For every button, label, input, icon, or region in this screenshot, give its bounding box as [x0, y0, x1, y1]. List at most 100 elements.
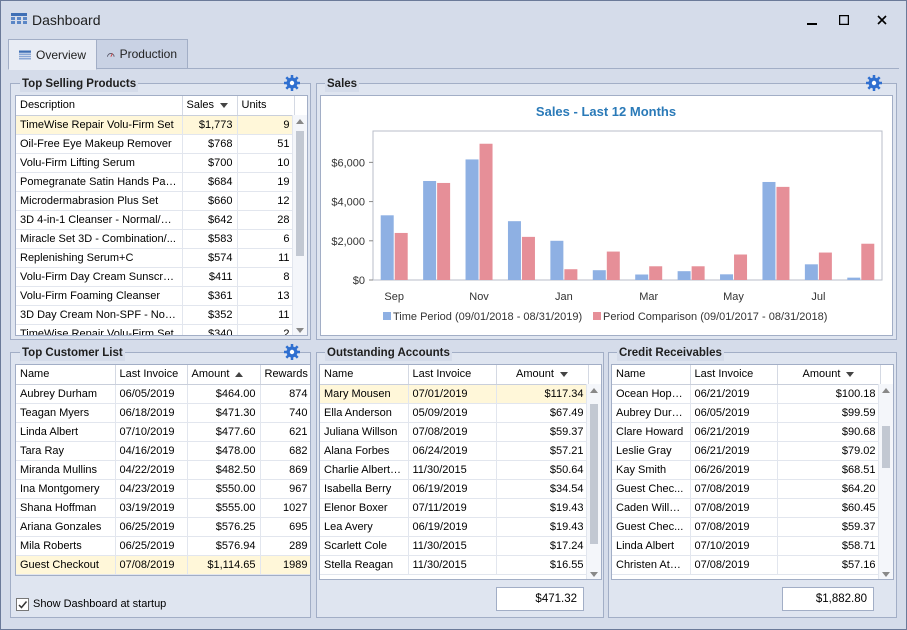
gear-icon[interactable] [866, 75, 882, 91]
top-selling-grid[interactable]: Description Sales Units TimeWise Repair … [15, 95, 308, 336]
table-cell: 869 [260, 460, 310, 480]
table-row[interactable]: Aubrey Durham 06/05/2019 $464.00 874 [16, 384, 310, 404]
scroll-down-icon[interactable] [296, 328, 304, 333]
table-row[interactable]: Juliana Willson 07/08/2019 $59.37 [320, 422, 589, 442]
table-row[interactable]: Linda Albert 07/10/2019 $477.60 621 [16, 422, 310, 442]
bar-period-comparison [691, 266, 705, 280]
col-sales[interactable]: Sales [182, 96, 238, 116]
table-row[interactable]: Ariana Gonzales 06/25/2019 $576.25 695 [16, 517, 310, 537]
table-cell: 3D Day Cream Non-SPF - Norm... [16, 305, 183, 325]
table-row[interactable]: Lea Avery 06/19/2019 $19.43 [320, 517, 589, 537]
scroll-thumb[interactable] [590, 404, 598, 544]
scroll-down-icon[interactable] [882, 572, 890, 577]
sales-chart-svg: Sales - Last 12 Months $0 $2,000 $4,000 $6,… [331, 104, 883, 323]
scroll-up-icon[interactable] [296, 119, 304, 124]
maximize-button[interactable] [833, 10, 855, 30]
table-row[interactable]: Clare Howard 06/21/2019 $90.68 [612, 422, 881, 442]
customers-grid[interactable]: Name Last Invoice Amount Rewards Aubrey … [15, 364, 311, 576]
scroll-thumb[interactable] [296, 131, 304, 256]
table-cell: 07/08/2019 [690, 517, 778, 537]
table-cell: Caden Willson [612, 498, 691, 518]
col-description[interactable]: Description [16, 96, 183, 116]
col-name[interactable]: Name [612, 365, 691, 385]
table-row[interactable]: Guest Checkout 07/08/2019 $1,114.65 1989 [16, 555, 310, 575]
table-row[interactable]: Scarlett Cole 11/30/2015 $17.24 [320, 536, 589, 556]
col-rewards[interactable]: Rewards [260, 365, 310, 385]
table-cell: Volu-Firm Day Cream Sunscree... [16, 267, 183, 287]
table-row[interactable]: Ocean Hopki... 06/21/2019 $100.18 [612, 384, 881, 404]
table-cell: 04/16/2019 [115, 441, 188, 461]
table-row[interactable]: Linda Albert 07/10/2019 $58.71 [612, 536, 881, 556]
table-row[interactable]: Mary Mousen 07/01/2019 $117.34 [320, 384, 589, 404]
table-row[interactable]: Christen Atki... 07/08/2019 $57.16 [612, 555, 881, 575]
table-row[interactable]: Mila Roberts 06/25/2019 $576.94 289 [16, 536, 310, 556]
tab-overview[interactable]: Overview [8, 39, 97, 70]
outstanding-scrollbar[interactable] [586, 384, 601, 579]
table-row[interactable]: 3D Day Cream Non-SPF - Norm... $352 11 [16, 305, 295, 325]
table-row[interactable]: Volu-Firm Lifting Serum $700 10 [16, 153, 295, 173]
table-row[interactable]: Teagan Myers 06/18/2019 $471.30 740 [16, 403, 310, 423]
col-name[interactable]: Name [16, 365, 116, 385]
table-row[interactable]: Caden Willson 07/08/2019 $60.45 [612, 498, 881, 518]
table-row[interactable]: Aubrey Durh... 06/05/2019 $99.59 [612, 403, 881, 423]
minimize-button[interactable] [801, 10, 823, 30]
table-cell: $464.00 [187, 384, 261, 404]
top-selling-scrollbar[interactable] [292, 115, 307, 335]
scroll-down-icon[interactable] [590, 572, 598, 577]
table-row[interactable]: Shana Hoffman 03/19/2019 $555.00 1027 [16, 498, 310, 518]
table-row[interactable]: TimeWise Repair Volu-Firm Set $340 2 [16, 324, 295, 335]
table-cell: 11 [237, 248, 295, 268]
outstanding-grid[interactable]: Name Last Invoice Amount Mary Mousen 07/0… [319, 364, 602, 580]
tab-production[interactable]: Production [96, 39, 188, 69]
table-cell: Replenishing Serum+C [16, 248, 183, 268]
table-row[interactable]: Miranda Mullins 04/22/2019 $482.50 869 [16, 460, 310, 480]
table-cell: 289 [260, 536, 310, 556]
table-row[interactable]: Ella Anderson 05/09/2019 $67.49 [320, 403, 589, 423]
scroll-up-icon[interactable] [590, 388, 598, 393]
table-row[interactable]: Kay Smith 06/26/2019 $68.51 [612, 460, 881, 480]
table-row[interactable]: Volu-Firm Foaming Cleanser $361 13 [16, 286, 295, 306]
col-last-invoice[interactable]: Last Invoice [115, 365, 188, 385]
table-row[interactable]: Charlie Alberts... 11/30/2015 $50.64 [320, 460, 589, 480]
credit-grid[interactable]: Name Last Invoice Amount Ocean Hopki... 0… [611, 364, 894, 580]
table-row[interactable]: Leslie Gray 06/21/2019 $79.02 [612, 441, 881, 461]
col-last-invoice[interactable]: Last Invoice [408, 365, 497, 385]
startup-checkbox[interactable] [16, 598, 29, 611]
table-row[interactable]: Volu-Firm Day Cream Sunscree... $411 8 [16, 267, 295, 287]
table-row[interactable]: Oil-Free Eye Makeup Remover $768 51 [16, 134, 295, 154]
table-cell: Guest Chec... [612, 479, 691, 499]
table-cell: 07/01/2019 [408, 384, 497, 404]
table-row[interactable]: Alana Forbes 06/24/2019 $57.21 [320, 441, 589, 461]
table-row[interactable]: 3D 4-in-1 Cleanser - Normal/Dry $642 28 [16, 210, 295, 230]
col-name[interactable]: Name [320, 365, 409, 385]
gear-icon[interactable] [284, 344, 300, 360]
startup-checkbox-label[interactable]: Show Dashboard at startup [33, 598, 167, 610]
table-row[interactable]: Miracle Set 3D - Combination/... $583 6 [16, 229, 295, 249]
table-row[interactable]: TimeWise Repair Volu-Firm Set $1,773 9 [16, 115, 295, 135]
col-units[interactable]: Units [237, 96, 295, 116]
col-amount[interactable]: Amount [187, 365, 261, 385]
col-amount[interactable]: Amount [777, 365, 881, 385]
scroll-thumb[interactable] [882, 426, 890, 468]
col-last-invoice[interactable]: Last Invoice [690, 365, 778, 385]
scroll-up-icon[interactable] [882, 388, 890, 393]
table-row[interactable]: Elenor Boxer 07/11/2019 $19.43 [320, 498, 589, 518]
table-row[interactable]: Ina Montgomery 04/23/2019 $550.00 967 [16, 479, 310, 499]
table-cell: Isabella Berry [320, 479, 409, 499]
credit-scrollbar[interactable] [878, 384, 893, 579]
table-cell: Volu-Firm Foaming Cleanser [16, 286, 183, 306]
table-row[interactable]: Stella Reagan 11/30/2015 $16.55 [320, 555, 589, 575]
table-row[interactable]: Guest Chec... 07/08/2019 $59.37 [612, 517, 881, 537]
close-button[interactable] [871, 10, 893, 30]
table-row[interactable]: Replenishing Serum+C $574 11 [16, 248, 295, 268]
x-tick-label: Sep [384, 291, 404, 303]
table-row[interactable]: Guest Chec... 07/08/2019 $64.20 [612, 479, 881, 499]
table-row[interactable]: Isabella Berry 06/19/2019 $34.54 [320, 479, 589, 499]
table-row[interactable]: Tara Ray 04/16/2019 $478.00 682 [16, 441, 310, 461]
legend-swatch [383, 312, 391, 320]
col-amount[interactable]: Amount [496, 365, 589, 385]
table-row[interactable]: Microdermabrasion Plus Set $660 12 [16, 191, 295, 211]
gear-icon[interactable] [284, 75, 300, 91]
table-row[interactable]: Pomegranate Satin Hands Pam... $684 19 [16, 172, 295, 192]
table-cell: Mila Roberts [16, 536, 116, 556]
